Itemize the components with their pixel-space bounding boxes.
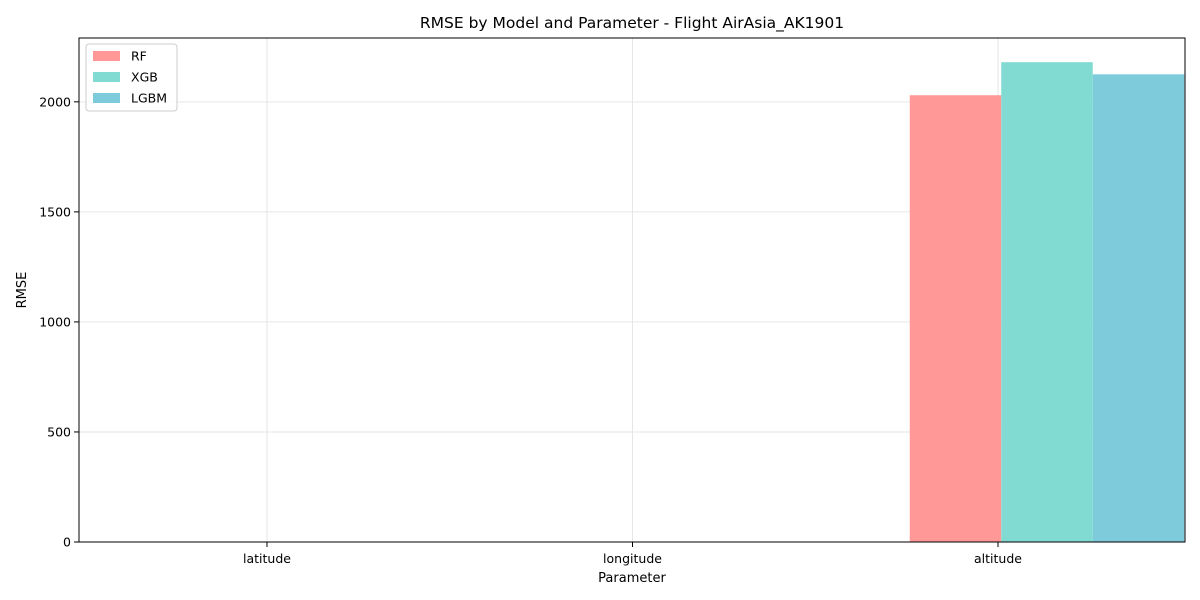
y-tick-label: 500 xyxy=(47,424,71,439)
y-tick-label: 1000 xyxy=(39,314,71,329)
legend: RF XGB LGBM xyxy=(85,43,178,112)
y-tick-label: 1500 xyxy=(39,204,71,219)
legend-swatch-xgb xyxy=(93,72,120,82)
y-tick-label: 0 xyxy=(63,535,71,550)
chart-title: RMSE by Model and Parameter - Flight Air… xyxy=(420,14,844,33)
bar-lgbm-altitude xyxy=(1092,74,1185,543)
legend-label-xgb: XGB xyxy=(131,70,158,85)
bar-xgb-altitude xyxy=(1001,62,1093,543)
x-tick-label: altitude xyxy=(974,551,1022,566)
ticks-layer: 0 500 1000 1500 2000 latitude longitude altitud… xyxy=(39,94,1022,566)
legend-label-rf: RF xyxy=(131,49,147,64)
y-axis-title: RMSE xyxy=(15,272,30,309)
bar-rf-altitude xyxy=(909,95,1002,542)
legend-swatch-rf xyxy=(93,51,120,61)
x-axis-title: Parameter xyxy=(598,571,666,586)
bars-layer xyxy=(909,62,1185,543)
x-tick-label: longitude xyxy=(603,551,662,566)
y-tick-label: 2000 xyxy=(39,94,71,109)
x-tick-label: latitude xyxy=(243,551,291,566)
legend-swatch-lgbm xyxy=(93,93,120,103)
legend-label-lgbm: LGBM xyxy=(131,91,167,106)
